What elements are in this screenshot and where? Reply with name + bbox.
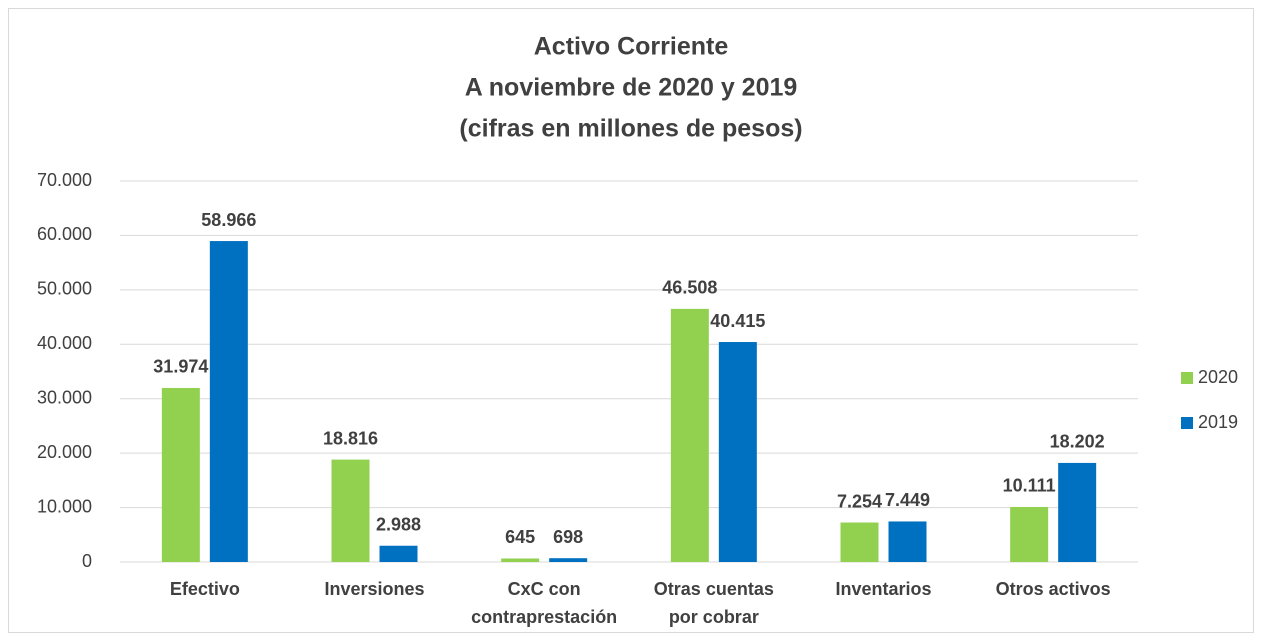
legend-swatch [1181,417,1193,429]
bar [840,522,879,562]
bar [1010,506,1049,562]
value-label: 31.974 [153,357,208,377]
y-tick-label: 40.000 [37,333,92,353]
chart-title: Activo Corriente [534,33,729,61]
value-label: 46.508 [662,278,717,298]
y-tick-label: 70.000 [37,170,92,190]
bar [161,387,200,562]
x-tick-label: contraprestación [471,607,617,627]
y-tick-label: 30.000 [37,387,92,407]
value-label: 10.111 [1003,476,1056,496]
x-tick-label: Inversiones [324,579,424,599]
bar [501,558,540,562]
bar [888,521,927,562]
x-tick-label: Efectivo [170,579,240,599]
legend-label: 2019 [1198,412,1238,432]
y-tick-label: 0 [82,551,92,571]
chart-title: A noviembre de 2020 y 2019 [465,74,798,102]
value-label: 698 [553,527,583,547]
y-tick-label: 20.000 [37,442,92,462]
x-tick-label: Inventarios [835,579,931,599]
x-tick-label: Otros activos [996,579,1111,599]
y-tick-label: 50.000 [37,279,92,299]
legend-swatch [1181,372,1193,384]
x-tick-label: por cobrar [669,607,759,627]
bar [379,545,418,562]
legend-label: 2020 [1198,367,1238,387]
bar [331,459,370,562]
bar [718,342,757,562]
x-tick-label: Otras cuentas [654,579,774,599]
value-label: 18.816 [323,428,378,448]
bar [1058,462,1097,562]
value-label: 7.254 [837,491,882,511]
chart-title: (cifras en millones de pesos) [459,115,802,143]
bar [549,558,588,562]
bar [670,308,709,562]
value-label: 18.202 [1050,432,1105,452]
value-label: 40.415 [710,311,765,331]
value-label: 7.449 [885,490,930,510]
x-tick-label: CxC con [508,579,581,599]
value-label: 58.966 [201,210,256,230]
value-label: 2.988 [376,514,421,534]
y-tick-label: 60.000 [37,224,92,244]
y-tick-label: 10.000 [37,496,92,516]
bar [209,241,248,562]
value-label: 645 [505,527,535,547]
